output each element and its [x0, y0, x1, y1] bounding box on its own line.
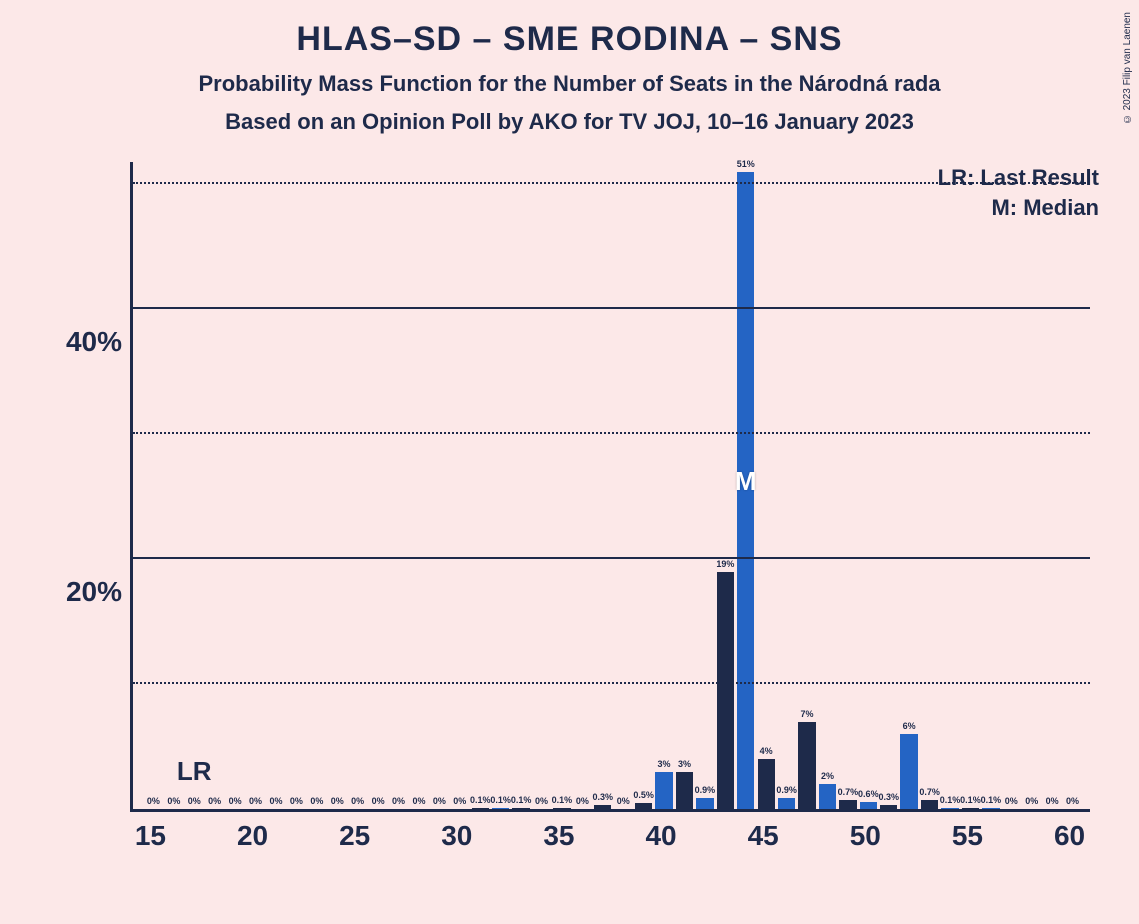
bar-value-label: 0% [535, 796, 548, 806]
bar-value-label: 0% [617, 796, 630, 806]
bar-value-label: 0.9% [695, 785, 716, 795]
lr-marker: LR [177, 756, 212, 787]
bar [819, 784, 836, 809]
bar-value-label: 19% [716, 559, 734, 569]
bar [778, 798, 795, 809]
bar-value-label: 0% [372, 796, 385, 806]
chart: 0%0%0%0%0%0%0%0%0%0%0%0%0%0%0%0%0.1%0.1%… [50, 162, 1110, 842]
bar-value-label: 0% [290, 796, 303, 806]
x-axis-label: 25 [339, 820, 370, 852]
bar-value-label: 0.5% [633, 790, 654, 800]
bar [655, 772, 672, 810]
x-axis-label: 50 [850, 820, 881, 852]
bar-value-label: 0% [1005, 796, 1018, 806]
bar [758, 759, 775, 809]
gridline-minor [133, 682, 1090, 684]
bar-value-label: 0% [412, 796, 425, 806]
bar [492, 808, 509, 809]
bar-value-label: 2% [821, 771, 834, 781]
bar-value-label: 0% [147, 796, 160, 806]
bar [472, 808, 489, 809]
x-axis-label: 55 [952, 820, 983, 852]
x-axis-label: 20 [237, 820, 268, 852]
gridline-minor [133, 182, 1090, 184]
bar-value-label: 0.7% [919, 787, 940, 797]
bar-value-label: 0% [229, 796, 242, 806]
bar-value-label: 0% [1025, 796, 1038, 806]
bar [921, 800, 938, 809]
x-axis-label: 40 [645, 820, 676, 852]
bar [880, 805, 897, 809]
bar-value-label: 0% [188, 796, 201, 806]
gridline-minor [133, 432, 1090, 434]
chart-subtitle-2: Based on an Opinion Poll by AKO for TV J… [0, 109, 1139, 135]
bar-value-label: 0.6% [858, 789, 879, 799]
bar-value-label: 0.1% [940, 795, 961, 805]
gridline-major [133, 557, 1090, 559]
bar-value-label: 0.3% [593, 792, 614, 802]
bar [512, 808, 529, 809]
bar-value-label: 51% [737, 159, 755, 169]
bar-value-label: 7% [801, 709, 814, 719]
bar-value-label: 0% [1066, 796, 1079, 806]
bar-value-label: 0.1% [960, 795, 981, 805]
x-axis-label: 60 [1054, 820, 1085, 852]
bar-value-label: 3% [658, 759, 671, 769]
chart-title: HLAS–SD – SME RODINA – SNS [0, 0, 1139, 59]
bar-value-label: 0.1% [981, 795, 1002, 805]
bar [982, 808, 999, 809]
median-marker: M [735, 466, 757, 497]
bar-value-label: 0% [433, 796, 446, 806]
bar-value-label: 0.1% [490, 795, 511, 805]
chart-subtitle-1: Probability Mass Function for the Number… [0, 71, 1139, 97]
bar-value-label: 0% [249, 796, 262, 806]
bar [941, 808, 958, 809]
bar-value-label: 0% [310, 796, 323, 806]
bar-value-label: 0.3% [878, 792, 899, 802]
bar [553, 808, 570, 809]
bar-value-label: 0.1% [511, 795, 532, 805]
y-axis-label: 40% [50, 326, 122, 358]
x-axis-label: 45 [748, 820, 779, 852]
gridline-major [133, 307, 1090, 309]
bar-value-label: 0% [167, 796, 180, 806]
x-axis-labels: 15 20 25 30 35 40 45 50 55 60 [130, 820, 1090, 860]
bar-value-label: 0.1% [470, 795, 491, 805]
bar-value-label: 0% [208, 796, 221, 806]
bar [798, 722, 815, 810]
bar [717, 572, 734, 810]
x-axis-label: 30 [441, 820, 472, 852]
bar-value-label: 0% [351, 796, 364, 806]
bar-value-label: 0.7% [838, 787, 859, 797]
bars-container: 0%0%0%0%0%0%0%0%0%0%0%0%0%0%0%0%0.1%0.1%… [133, 162, 1090, 809]
bar [839, 800, 856, 809]
bar [696, 798, 713, 809]
bar-value-label: 0.9% [776, 785, 797, 795]
x-axis-label: 15 [135, 820, 166, 852]
bar-value-label: 0% [392, 796, 405, 806]
bar [676, 772, 693, 810]
bar-value-label: 0% [269, 796, 282, 806]
bar [900, 734, 917, 809]
bar-value-label: 4% [760, 746, 773, 756]
y-axis-label: 20% [50, 576, 122, 608]
x-axis-label: 35 [543, 820, 574, 852]
bar [594, 805, 611, 809]
plot-area: 0%0%0%0%0%0%0%0%0%0%0%0%0%0%0%0%0.1%0.1%… [130, 162, 1090, 812]
bar-value-label: 6% [903, 721, 916, 731]
bar-value-label: 0% [576, 796, 589, 806]
bar [635, 803, 652, 809]
bar-value-label: 0% [453, 796, 466, 806]
bar [860, 802, 877, 810]
bar-value-label: 0% [331, 796, 344, 806]
bar-value-label: 0.1% [552, 795, 573, 805]
bar [962, 808, 979, 809]
bar-value-label: 3% [678, 759, 691, 769]
bar-value-label: 0% [1046, 796, 1059, 806]
copyright-text: © 2023 Filip van Laenen [1122, 12, 1133, 124]
